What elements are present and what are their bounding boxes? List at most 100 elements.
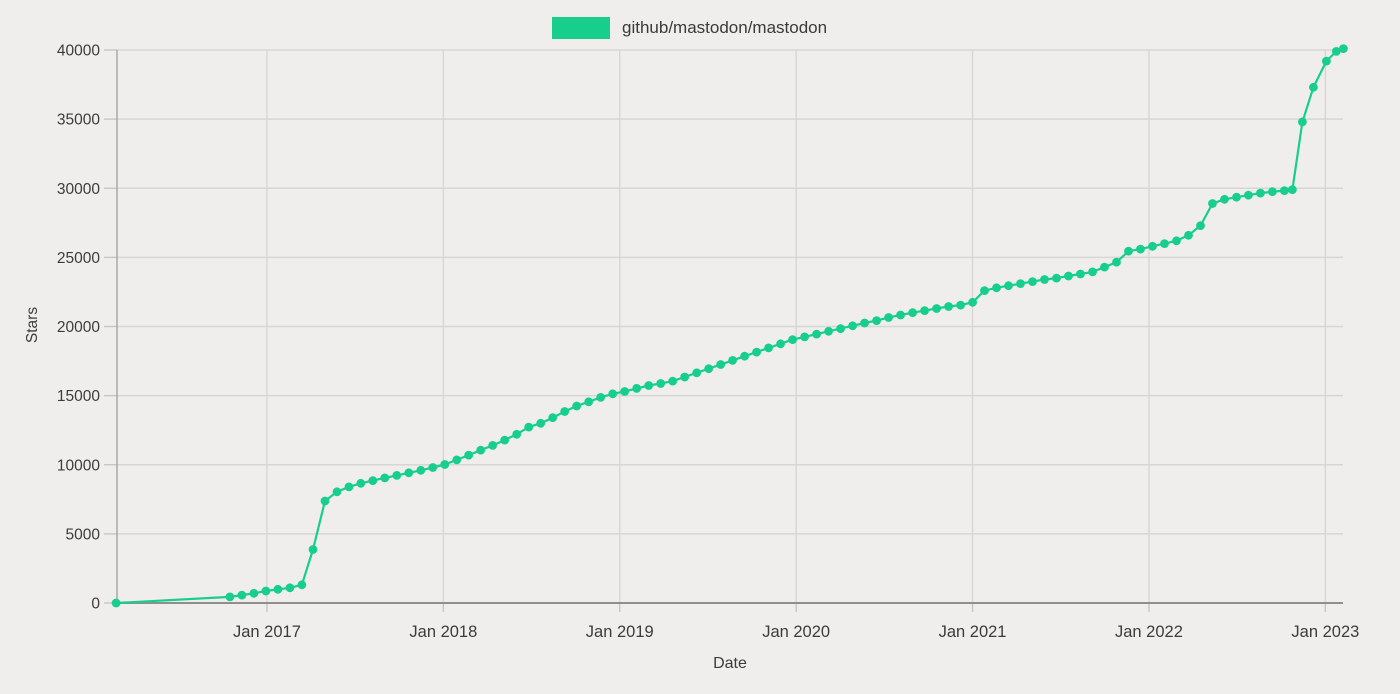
data-point xyxy=(716,360,726,369)
x-tick-label: Jan 2021 xyxy=(939,623,1007,641)
data-point xyxy=(704,364,714,374)
data-point xyxy=(788,335,797,344)
data-point xyxy=(596,393,606,402)
data-point xyxy=(740,351,749,361)
data-point xyxy=(380,473,390,483)
x-tick-label: Jan 2017 xyxy=(233,623,301,641)
data-point xyxy=(1220,194,1229,204)
data-point xyxy=(1172,236,1181,246)
data-point xyxy=(680,372,690,382)
data-point xyxy=(824,326,833,336)
data-point xyxy=(1016,279,1025,288)
legend-item[interactable]: github/mastodon/mastodon xyxy=(552,17,827,39)
data-point xyxy=(836,324,845,333)
data-point xyxy=(416,465,426,475)
data-point xyxy=(1331,47,1341,56)
data-point xyxy=(932,304,941,313)
y-tick-label: 30000 xyxy=(57,181,100,198)
x-tick-label: Jan 2019 xyxy=(586,623,654,641)
data-point xyxy=(572,401,582,411)
data-point xyxy=(1112,257,1121,267)
data-point xyxy=(261,586,271,596)
data-point xyxy=(1064,271,1073,281)
data-point xyxy=(368,476,378,485)
data-point xyxy=(1100,262,1109,272)
data-point xyxy=(488,441,498,450)
data-point xyxy=(1088,267,1097,277)
x-tick-label: Jan 2018 xyxy=(409,623,477,641)
y-tick-label: 10000 xyxy=(57,457,100,474)
y-tick-label: 35000 xyxy=(57,112,100,129)
data-point xyxy=(1256,188,1265,198)
data-point xyxy=(1298,117,1307,127)
legend: github/mastodon/mastodon xyxy=(552,17,827,39)
data-point xyxy=(884,313,893,322)
data-point xyxy=(560,407,570,416)
legend-label: github/mastodon/mastodon xyxy=(622,18,828,37)
data-point xyxy=(920,306,929,315)
y-tick-label: 20000 xyxy=(57,319,100,336)
data-point xyxy=(1040,275,1049,284)
data-point xyxy=(273,584,283,594)
data-point xyxy=(1136,244,1145,254)
data-point xyxy=(1232,192,1241,202)
data-point xyxy=(584,397,594,407)
data-point xyxy=(908,308,917,318)
y-axis-title: Stars xyxy=(24,306,41,344)
data-point xyxy=(872,316,881,325)
x-tick-label: Jan 2023 xyxy=(1291,623,1359,641)
data-point xyxy=(225,592,235,602)
data-point xyxy=(1339,44,1348,53)
data-point xyxy=(896,310,905,320)
data-point xyxy=(440,460,450,469)
y-tick-label: 25000 xyxy=(57,250,100,267)
data-point xyxy=(1052,273,1061,283)
data-point xyxy=(392,471,402,480)
data-point xyxy=(632,384,642,393)
data-point xyxy=(980,286,989,295)
data-point xyxy=(1076,269,1085,279)
data-point xyxy=(1268,187,1277,197)
data-point xyxy=(812,329,821,339)
data-point xyxy=(692,368,702,378)
data-point xyxy=(668,376,678,386)
data-point xyxy=(237,590,247,600)
data-point xyxy=(1004,281,1013,291)
data-point xyxy=(320,496,330,506)
data-point xyxy=(356,478,366,488)
data-point xyxy=(1124,246,1133,256)
data-point xyxy=(656,379,666,388)
data-point xyxy=(956,300,965,310)
data-point xyxy=(452,455,462,465)
data-point xyxy=(968,297,977,307)
data-point xyxy=(776,339,785,349)
data-point xyxy=(404,468,414,478)
data-point xyxy=(111,598,121,608)
data-point xyxy=(1196,221,1205,231)
data-point xyxy=(308,545,318,554)
data-point xyxy=(860,318,869,328)
data-point xyxy=(608,389,618,399)
data-point xyxy=(464,450,474,460)
data-point xyxy=(1208,199,1217,208)
x-axis-title: Date xyxy=(713,655,747,672)
data-point xyxy=(1322,56,1331,66)
data-point xyxy=(1280,186,1289,196)
data-point xyxy=(428,463,438,472)
data-point xyxy=(297,580,307,590)
legend-swatch xyxy=(552,17,610,39)
data-point xyxy=(992,283,1001,293)
data-point xyxy=(728,356,737,365)
data-point xyxy=(548,413,558,423)
data-point xyxy=(764,343,773,353)
y-tick-label: 5000 xyxy=(66,526,101,543)
data-point xyxy=(500,435,510,445)
data-point xyxy=(285,583,295,593)
x-tick-label: Jan 2022 xyxy=(1115,623,1183,641)
data-point xyxy=(1309,82,1318,92)
x-tick-label: Jan 2020 xyxy=(762,623,830,641)
y-tick-label: 40000 xyxy=(57,43,100,60)
data-point xyxy=(1288,185,1297,195)
